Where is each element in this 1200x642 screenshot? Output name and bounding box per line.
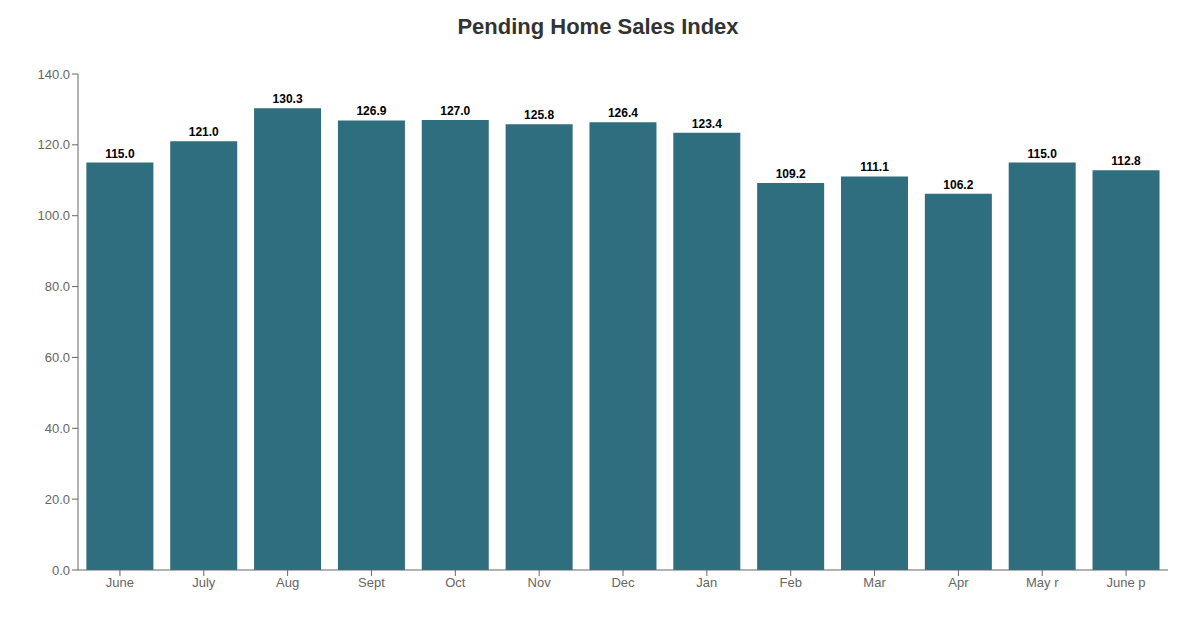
svg-text:20.0: 20.0 [45, 492, 70, 507]
svg-text:111.1: 111.1 [860, 160, 889, 174]
svg-text:125.8: 125.8 [524, 108, 554, 122]
svg-text:July: July [192, 575, 216, 590]
svg-text:June p: June p [1107, 575, 1146, 590]
svg-text:115.0: 115.0 [1028, 147, 1058, 161]
svg-text:130.3: 130.3 [273, 92, 303, 106]
svg-text:100.0: 100.0 [37, 208, 70, 223]
svg-text:Oct: Oct [445, 575, 466, 590]
svg-text:Aug: Aug [276, 575, 299, 590]
svg-text:126.4: 126.4 [608, 106, 638, 120]
svg-text:Nov: Nov [528, 575, 552, 590]
svg-text:140.0: 140.0 [37, 67, 70, 82]
svg-text:112.8: 112.8 [1111, 154, 1141, 168]
svg-text:121.0: 121.0 [189, 125, 219, 139]
svg-text:120.0: 120.0 [37, 137, 70, 152]
svg-text:May r: May r [1026, 575, 1059, 590]
svg-text:60.0: 60.0 [45, 350, 70, 365]
svg-text:Sept: Sept [358, 575, 385, 590]
svg-text:123.4: 123.4 [692, 117, 722, 131]
svg-text:106.2: 106.2 [943, 178, 973, 192]
svg-text:Jan: Jan [696, 575, 717, 590]
svg-text:40.0: 40.0 [45, 421, 70, 436]
svg-text:126.9: 126.9 [356, 104, 386, 118]
svg-text:Feb: Feb [779, 575, 801, 590]
svg-text:80.0: 80.0 [45, 279, 70, 294]
svg-text:Dec: Dec [611, 575, 635, 590]
svg-text:Apr: Apr [948, 575, 969, 590]
svg-text:Mar: Mar [863, 575, 886, 590]
svg-text:115.0: 115.0 [105, 147, 135, 161]
svg-text:109.2: 109.2 [776, 167, 806, 181]
html-text:Pending Home Sales Index: Pending Home Sales Index [457, 14, 739, 39]
svg-text:June: June [106, 575, 134, 590]
svg-text:0.0: 0.0 [52, 563, 70, 578]
svg-text:127.0: 127.0 [440, 104, 470, 118]
